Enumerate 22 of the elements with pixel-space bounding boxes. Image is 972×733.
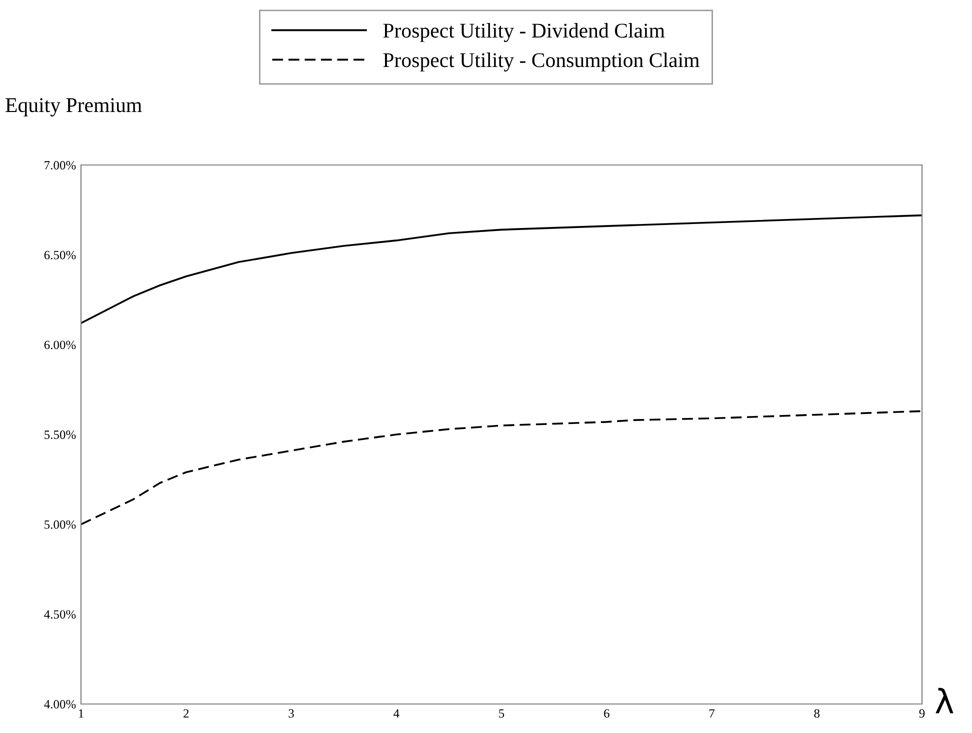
y-tick-label: 7.00% [44, 161, 76, 170]
x-tick-label: 6 [604, 709, 610, 718]
y-tick-label: 4.00% [44, 700, 76, 709]
legend-label: Prospect Utility - Dividend Claim [383, 23, 665, 42]
y-tick-label: 6.50% [44, 250, 76, 260]
x-axis-title: λ [936, 688, 954, 714]
x-tick-label: 7 [709, 709, 715, 718]
x-tick-label: 8 [814, 709, 820, 718]
y-tick-label: 4.50% [44, 610, 76, 619]
y-tick-label: 5.50% [44, 430, 76, 440]
x-tick-label: 9 [919, 709, 925, 718]
y-axis-title: Equity Premium [6, 98, 142, 116]
x-tick-label: 3 [288, 709, 294, 718]
x-tick-label: 2 [184, 709, 189, 718]
y-tick-label: 5.00% [44, 520, 76, 529]
y-tick-label: 6.00% [44, 340, 76, 350]
x-tick-label: 1 [78, 709, 84, 718]
line-series [81, 410, 922, 526]
legend-label: Prospect Utility - Consumption Claim [383, 52, 700, 72]
x-tick-label: 5 [499, 709, 504, 718]
x-tick-label: 4 [393, 709, 400, 718]
line-series [81, 214, 922, 324]
